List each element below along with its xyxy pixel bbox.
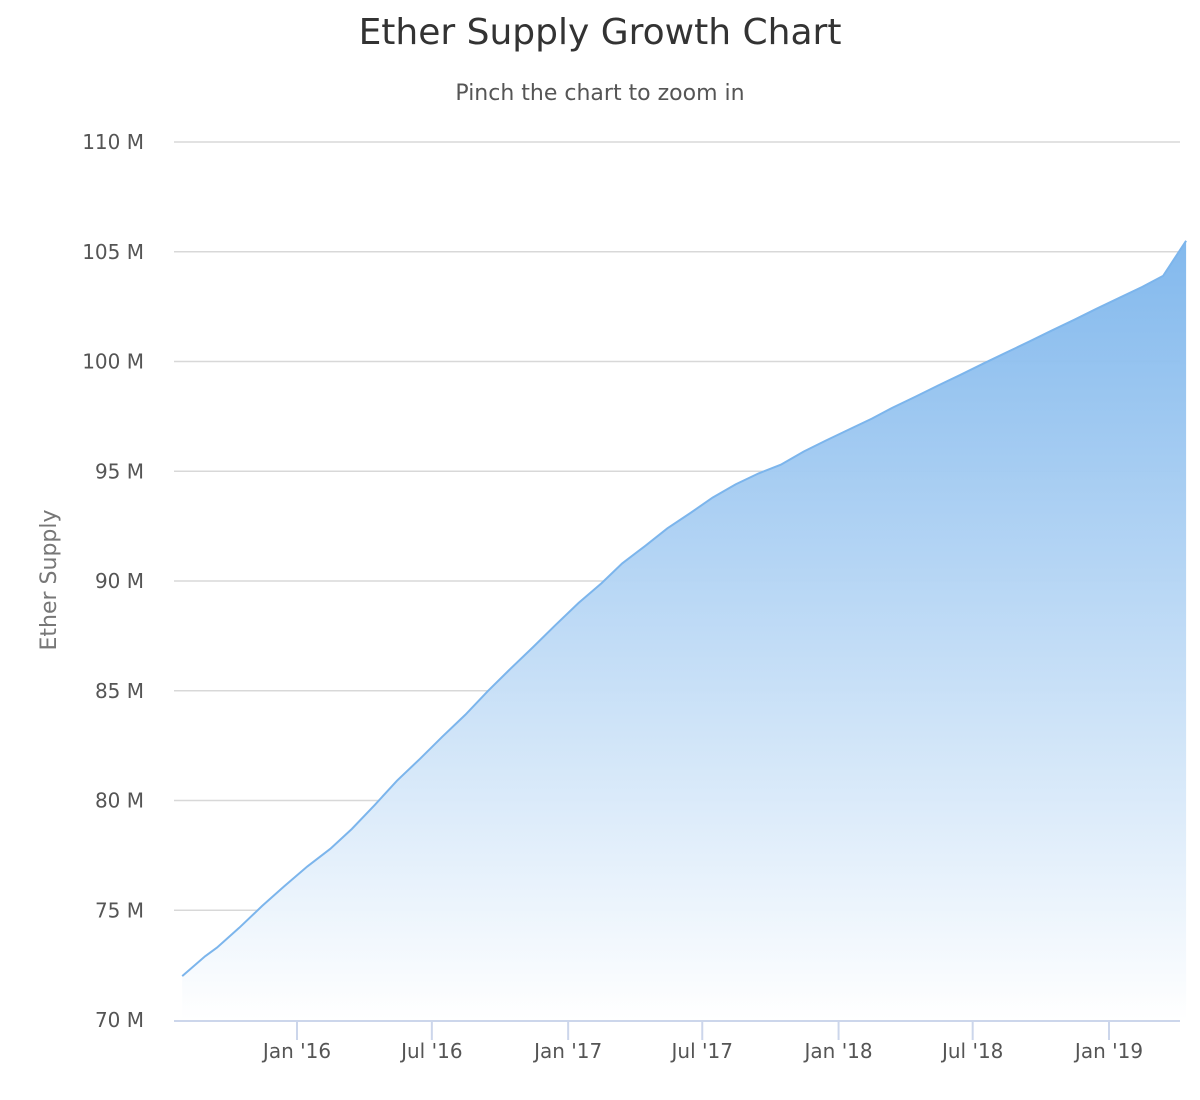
y-axis: 70 M 75 M 80 M 85 M 90 M 95 M 100 M 105 M 110 M [82, 130, 144, 1032]
x-tick-label: Jan '18 [803, 1039, 873, 1063]
y-tick-label: 80 M [95, 789, 144, 813]
y-tick-label: 100 M [82, 350, 144, 374]
y-tick-label: 110 M [82, 130, 144, 154]
y-tick-label: 105 M [82, 240, 144, 264]
x-axis: Jan '16 Jul '16 Jan '17 Jul '17 Jan '18 Jul '… [174, 1020, 1180, 1063]
series-line [181, 240, 1187, 977]
y-tick-label: 90 M [95, 569, 144, 593]
x-tick-label: Jan '16 [261, 1039, 331, 1063]
series-area [181, 240, 1187, 1021]
y-tick-label: 70 M [95, 1008, 144, 1032]
x-tick-label: Jan '17 [532, 1039, 602, 1063]
x-tick-label: Jul '17 [670, 1039, 733, 1063]
y-tick-label: 95 M [95, 459, 144, 483]
y-axis-title: Ether Supply [37, 509, 62, 650]
x-tick-label: Jul '16 [399, 1039, 462, 1063]
series-area-fill [182, 240, 1187, 1021]
chart-subtitle: Pinch the chart to zoom in [455, 81, 745, 106]
x-tick-label: Jan '19 [1073, 1039, 1143, 1063]
y-tick-label: 75 M [95, 898, 144, 922]
x-tick-label: Jul '18 [940, 1039, 1003, 1063]
y-tick-label: 85 M [95, 679, 144, 703]
chart-title: Ether Supply Growth Chart [358, 12, 842, 53]
